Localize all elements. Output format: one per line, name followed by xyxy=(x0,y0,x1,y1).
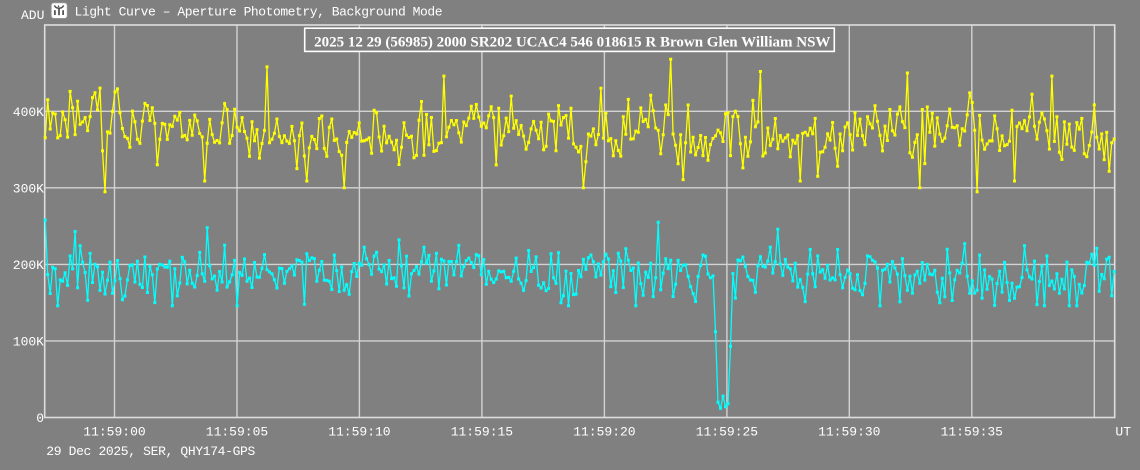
svg-text:11:59:00: 11:59:00 xyxy=(83,425,145,440)
svg-text:100K: 100K xyxy=(13,335,44,350)
svg-text:Light Curve – Aperture Photome: Light Curve – Aperture Photometry, Backg… xyxy=(75,5,443,20)
svg-text:200K: 200K xyxy=(13,258,44,273)
svg-text:11:59:20: 11:59:20 xyxy=(573,425,635,440)
svg-text:11:59:15: 11:59:15 xyxy=(451,425,513,440)
svg-text:11:59:30: 11:59:30 xyxy=(818,425,880,440)
svg-text:11:59:10: 11:59:10 xyxy=(328,425,390,440)
svg-text:0: 0 xyxy=(36,411,44,426)
svg-text:11:59:35: 11:59:35 xyxy=(941,425,1003,440)
svg-text:11:59:25: 11:59:25 xyxy=(696,425,758,440)
svg-text:UT: UT xyxy=(1115,425,1131,440)
svg-text:400K: 400K xyxy=(13,105,44,120)
svg-text:300K: 300K xyxy=(13,181,44,196)
svg-text:ADU: ADU xyxy=(21,8,44,23)
svg-text:2025 12 29 (56985) 2000 SR202: 2025 12 29 (56985) 2000 SR202 UCAC4 546 … xyxy=(314,34,830,50)
svg-text:11:59:05: 11:59:05 xyxy=(206,425,268,440)
svg-text:29 Dec 2025, SER, QHY174-GPS: 29 Dec 2025, SER, QHY174-GPS xyxy=(46,444,255,459)
